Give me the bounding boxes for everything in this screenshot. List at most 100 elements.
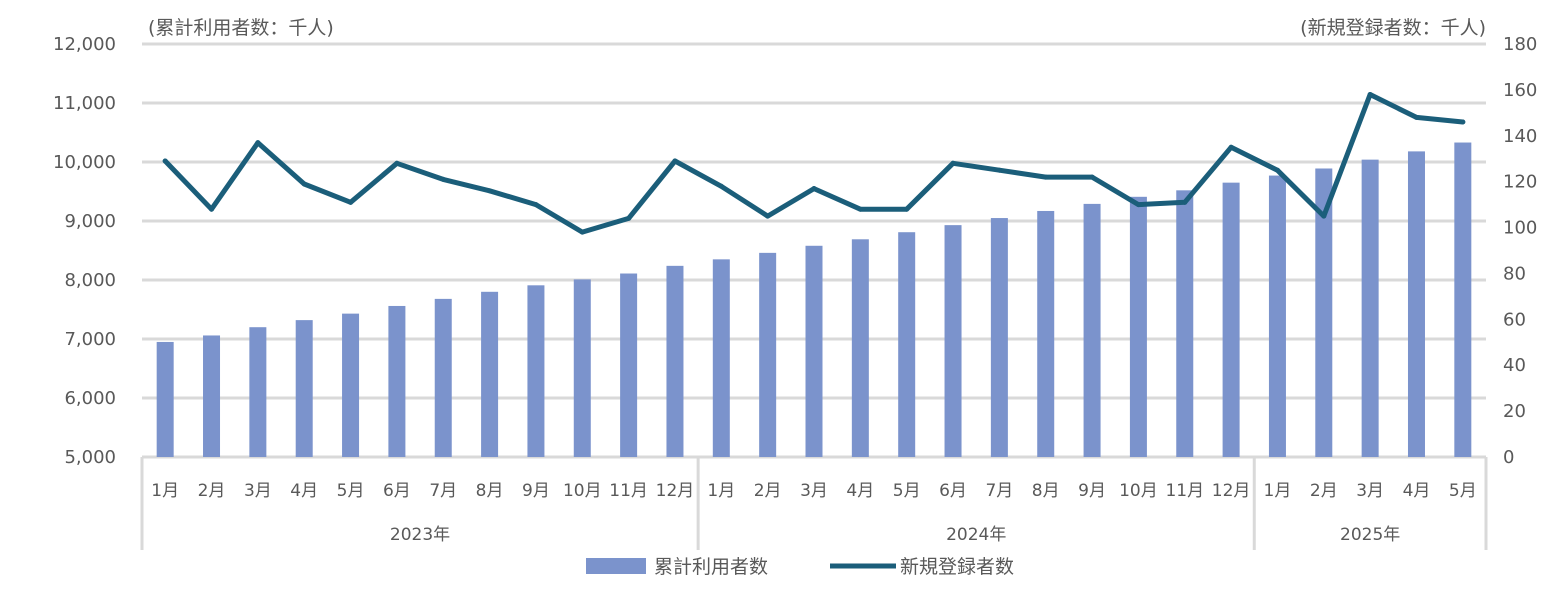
category-label: 2月 — [1310, 481, 1338, 501]
bar — [712, 259, 730, 457]
line-point — [672, 158, 678, 164]
bar — [1083, 203, 1101, 457]
category-label: 1月 — [707, 481, 735, 501]
line-point — [209, 206, 215, 212]
bar — [249, 327, 267, 457]
bar — [388, 305, 406, 457]
category-label: 11月 — [609, 481, 648, 501]
bar — [527, 285, 545, 457]
line-point — [533, 202, 539, 208]
line-point — [1228, 144, 1234, 150]
line-point — [1367, 91, 1373, 97]
bar — [990, 218, 1008, 457]
line-point — [626, 215, 632, 221]
category-label: 10月 — [1119, 481, 1158, 501]
line-point — [1413, 114, 1419, 120]
category-label: 4月 — [290, 481, 318, 501]
category-label: 5月 — [337, 481, 365, 501]
line-point — [348, 199, 354, 205]
line-series — [162, 91, 1466, 235]
bar — [434, 298, 452, 457]
line-point — [904, 206, 910, 212]
bar — [944, 225, 962, 457]
bar — [1129, 196, 1147, 457]
line-point — [765, 213, 771, 219]
right-tick-label: 60 — [1503, 309, 1526, 330]
right-axis-ticks: 0 20 40 60 80 100 120 140 160 180 — [1503, 34, 1537, 468]
left-tick-label: 5,000 — [64, 447, 116, 468]
right-tick-label: 100 — [1503, 218, 1537, 239]
category-label: 7月 — [429, 481, 457, 501]
bar — [573, 279, 591, 457]
bar — [481, 291, 499, 457]
left-tick-label: 11,000 — [53, 93, 116, 114]
right-tick-label: 0 — [1503, 447, 1514, 468]
bar — [1176, 190, 1194, 457]
category-label: 10月 — [563, 481, 602, 501]
line-point — [1321, 213, 1327, 219]
bar — [666, 265, 684, 457]
right-tick-label: 20 — [1503, 401, 1526, 422]
legend-line-label: 新規登録者数 — [900, 556, 1014, 578]
bar — [898, 232, 916, 457]
line-point — [301, 181, 307, 187]
left-tick-label: 9,000 — [64, 211, 116, 232]
bar — [295, 320, 313, 457]
category-label: 11月 — [1165, 481, 1204, 501]
line-point — [162, 158, 168, 164]
line-point — [1043, 174, 1049, 180]
category-label: 5月 — [1449, 481, 1477, 501]
category-label: 1月 — [1264, 481, 1292, 501]
left-tick-label: 6,000 — [64, 388, 116, 409]
bar — [851, 239, 869, 457]
bar — [1454, 142, 1472, 457]
bar — [342, 313, 360, 457]
line-point — [811, 186, 817, 192]
category-label: 4月 — [846, 481, 874, 501]
right-tick-label: 180 — [1503, 34, 1537, 55]
bar — [1407, 151, 1425, 457]
category-label: 3月 — [244, 481, 272, 501]
category-label: 7月 — [985, 481, 1013, 501]
line-point — [1182, 199, 1188, 205]
line-point — [1460, 119, 1466, 125]
legend: 累計利用者数 新規登録者数 — [586, 556, 1014, 578]
left-tick-label: 12,000 — [53, 34, 116, 55]
legend-bar-swatch — [586, 558, 646, 574]
bar — [1037, 210, 1055, 457]
line-point — [1274, 167, 1280, 173]
left-tick-label: 8,000 — [64, 270, 116, 291]
bar — [156, 341, 174, 457]
line-point — [857, 206, 863, 212]
category-axis: 1月 2月 3月 4月 5月 6月 7月 8月 9月 10月 11月 12月 1月 2月 3月 4月 5月 6月 7… — [140, 457, 1488, 550]
category-label: 6月 — [383, 481, 411, 501]
right-tick-label: 80 — [1503, 263, 1526, 284]
bar — [620, 273, 638, 457]
category-label: 9月 — [522, 481, 550, 501]
year-label: 2024年 — [946, 525, 1006, 545]
category-label: 6月 — [939, 481, 967, 501]
line-point — [579, 229, 585, 235]
bar — [1222, 182, 1240, 457]
line-point — [394, 160, 400, 166]
line-point — [950, 160, 956, 166]
right-tick-label: 40 — [1503, 355, 1526, 376]
legend-bar-label: 累計利用者数 — [654, 556, 768, 578]
category-label: 3月 — [1356, 481, 1384, 501]
category-label: 2月 — [754, 481, 782, 501]
left-tick-label: 7,000 — [64, 329, 116, 350]
year-label: 2023年 — [390, 525, 450, 545]
right-tick-label: 160 — [1503, 80, 1537, 101]
left-axis-ticks: 5,000 6,000 7,000 8,000 9,000 10,000 11,000 12,… — [53, 34, 116, 468]
year-label: 2025年 — [1340, 525, 1400, 545]
line-point — [996, 167, 1002, 173]
category-label: 8月 — [1032, 481, 1060, 501]
line-point — [487, 188, 493, 194]
bar — [759, 252, 777, 457]
right-tick-label: 140 — [1503, 126, 1537, 147]
category-label: 9月 — [1078, 481, 1106, 501]
category-label: 2月 — [198, 481, 226, 501]
line-point — [255, 140, 261, 146]
